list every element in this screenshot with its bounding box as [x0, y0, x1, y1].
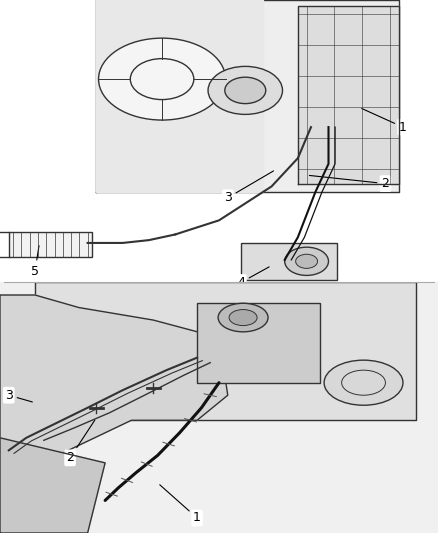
Circle shape — [296, 254, 318, 269]
Circle shape — [285, 247, 328, 276]
Circle shape — [225, 77, 266, 103]
Polygon shape — [35, 282, 416, 420]
FancyBboxPatch shape — [197, 303, 320, 383]
Text: 1: 1 — [160, 484, 201, 524]
Circle shape — [208, 67, 283, 115]
Polygon shape — [96, 0, 399, 192]
FancyBboxPatch shape — [241, 243, 337, 280]
Text: 4: 4 — [237, 267, 269, 289]
Text: 3: 3 — [5, 389, 32, 402]
Polygon shape — [96, 0, 263, 192]
Text: 2: 2 — [309, 175, 389, 190]
Text: 3: 3 — [224, 171, 274, 204]
Text: 5: 5 — [31, 246, 39, 278]
Polygon shape — [298, 6, 399, 183]
Circle shape — [99, 38, 226, 120]
Text: 1: 1 — [362, 109, 407, 134]
FancyBboxPatch shape — [9, 232, 92, 257]
Circle shape — [218, 303, 268, 332]
Polygon shape — [0, 438, 105, 533]
Text: 2: 2 — [66, 420, 95, 464]
Polygon shape — [0, 295, 228, 533]
Circle shape — [229, 310, 257, 326]
Polygon shape — [0, 282, 438, 533]
Circle shape — [324, 360, 403, 405]
